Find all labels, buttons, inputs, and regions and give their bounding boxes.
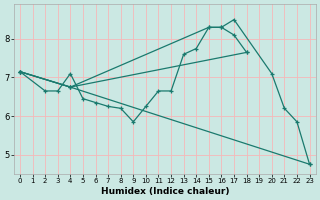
X-axis label: Humidex (Indice chaleur): Humidex (Indice chaleur) (100, 187, 229, 196)
